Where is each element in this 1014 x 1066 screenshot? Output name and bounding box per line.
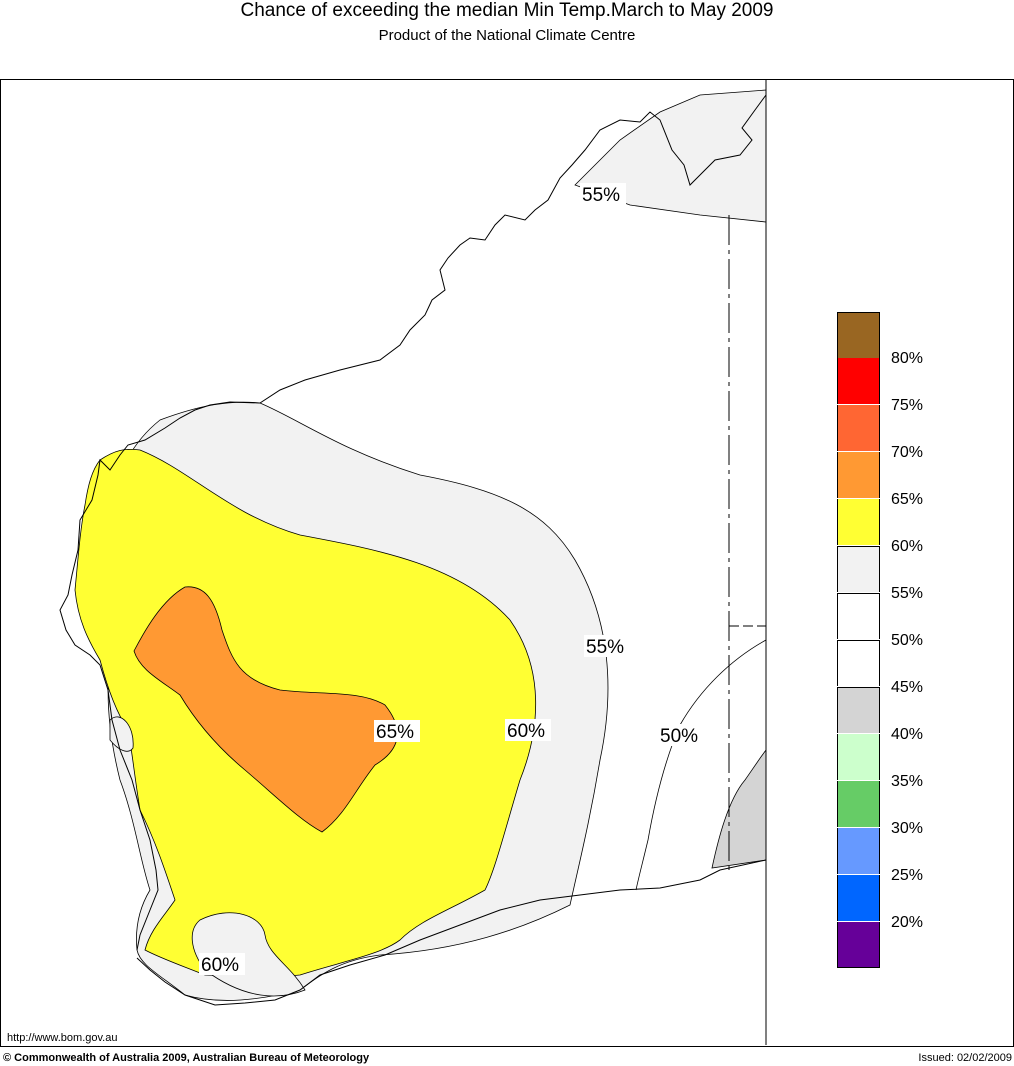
contour-50 (635, 639, 767, 891)
legend-label-80: 80% (891, 350, 924, 367)
region-55-60-island (191, 912, 306, 997)
legend-label-20: 20% (891, 914, 924, 931)
legend-swatch-60-65 (837, 499, 880, 545)
legend-label-65: 65% (891, 491, 924, 508)
legend-swatch-55-60 (837, 546, 880, 592)
legend-swatch-20-25 (837, 875, 880, 921)
coastline-south (136, 859, 767, 1006)
legend-label-40: 40% (891, 726, 924, 743)
legend-label-70: 70% (891, 444, 924, 461)
contour-label-60-east: 60% (507, 721, 545, 742)
legend-swatch-30-35 (837, 781, 880, 827)
contour-label-55-east: 55% (586, 637, 624, 658)
legend-label-25: 25% (891, 867, 924, 884)
contour-labels: 55% 55% 50% 60% 65% 60% (199, 183, 704, 976)
legend-label-35: 35% (891, 773, 924, 790)
legend-swatch-40-45 (837, 687, 880, 733)
legend-label-45: 45% (891, 679, 924, 696)
contour-label-65: 65% (376, 722, 414, 743)
region-65-70 (133, 586, 398, 833)
legend-label-55: 55% (891, 585, 924, 602)
legend-label-60: 60% (891, 538, 924, 555)
legend-swatch-75-80 (837, 358, 880, 404)
legend-swatch-35-40 (837, 734, 880, 780)
source-url[interactable]: http://www.bom.gov.au (7, 1032, 118, 1044)
legend-swatch-65-70 (837, 452, 880, 498)
legend-label-50: 50% (891, 632, 924, 649)
region-55-60-coast-west (109, 716, 134, 752)
contour-label-55-north: 55% (582, 185, 620, 206)
contour-label-50: 50% (660, 726, 698, 747)
legend-swatch-25-30 (837, 828, 880, 874)
legend-swatch-below-20 (837, 922, 880, 968)
legend-swatch-above-80 (837, 312, 880, 358)
copyright-notice: © Commonwealth of Australia 2009, Austra… (3, 1052, 370, 1064)
coastline (59, 94, 767, 951)
chart-subtitle: Product of the National Climate Centre (378, 27, 636, 44)
legend-swatch-45-50 (837, 640, 880, 686)
legend-swatch-50-55 (837, 593, 880, 639)
contour-label-60-south: 60% (201, 955, 239, 976)
legend-label-30: 30% (891, 820, 924, 837)
chart-title: Chance of exceeding the median Min Temp.… (240, 0, 774, 21)
legend-label-75: 75% (891, 397, 924, 414)
legend-swatch-70-75 (837, 405, 880, 451)
region-40-45-east (711, 748, 767, 869)
issued-date: Issued: 02/02/2009 (918, 1052, 1012, 1064)
